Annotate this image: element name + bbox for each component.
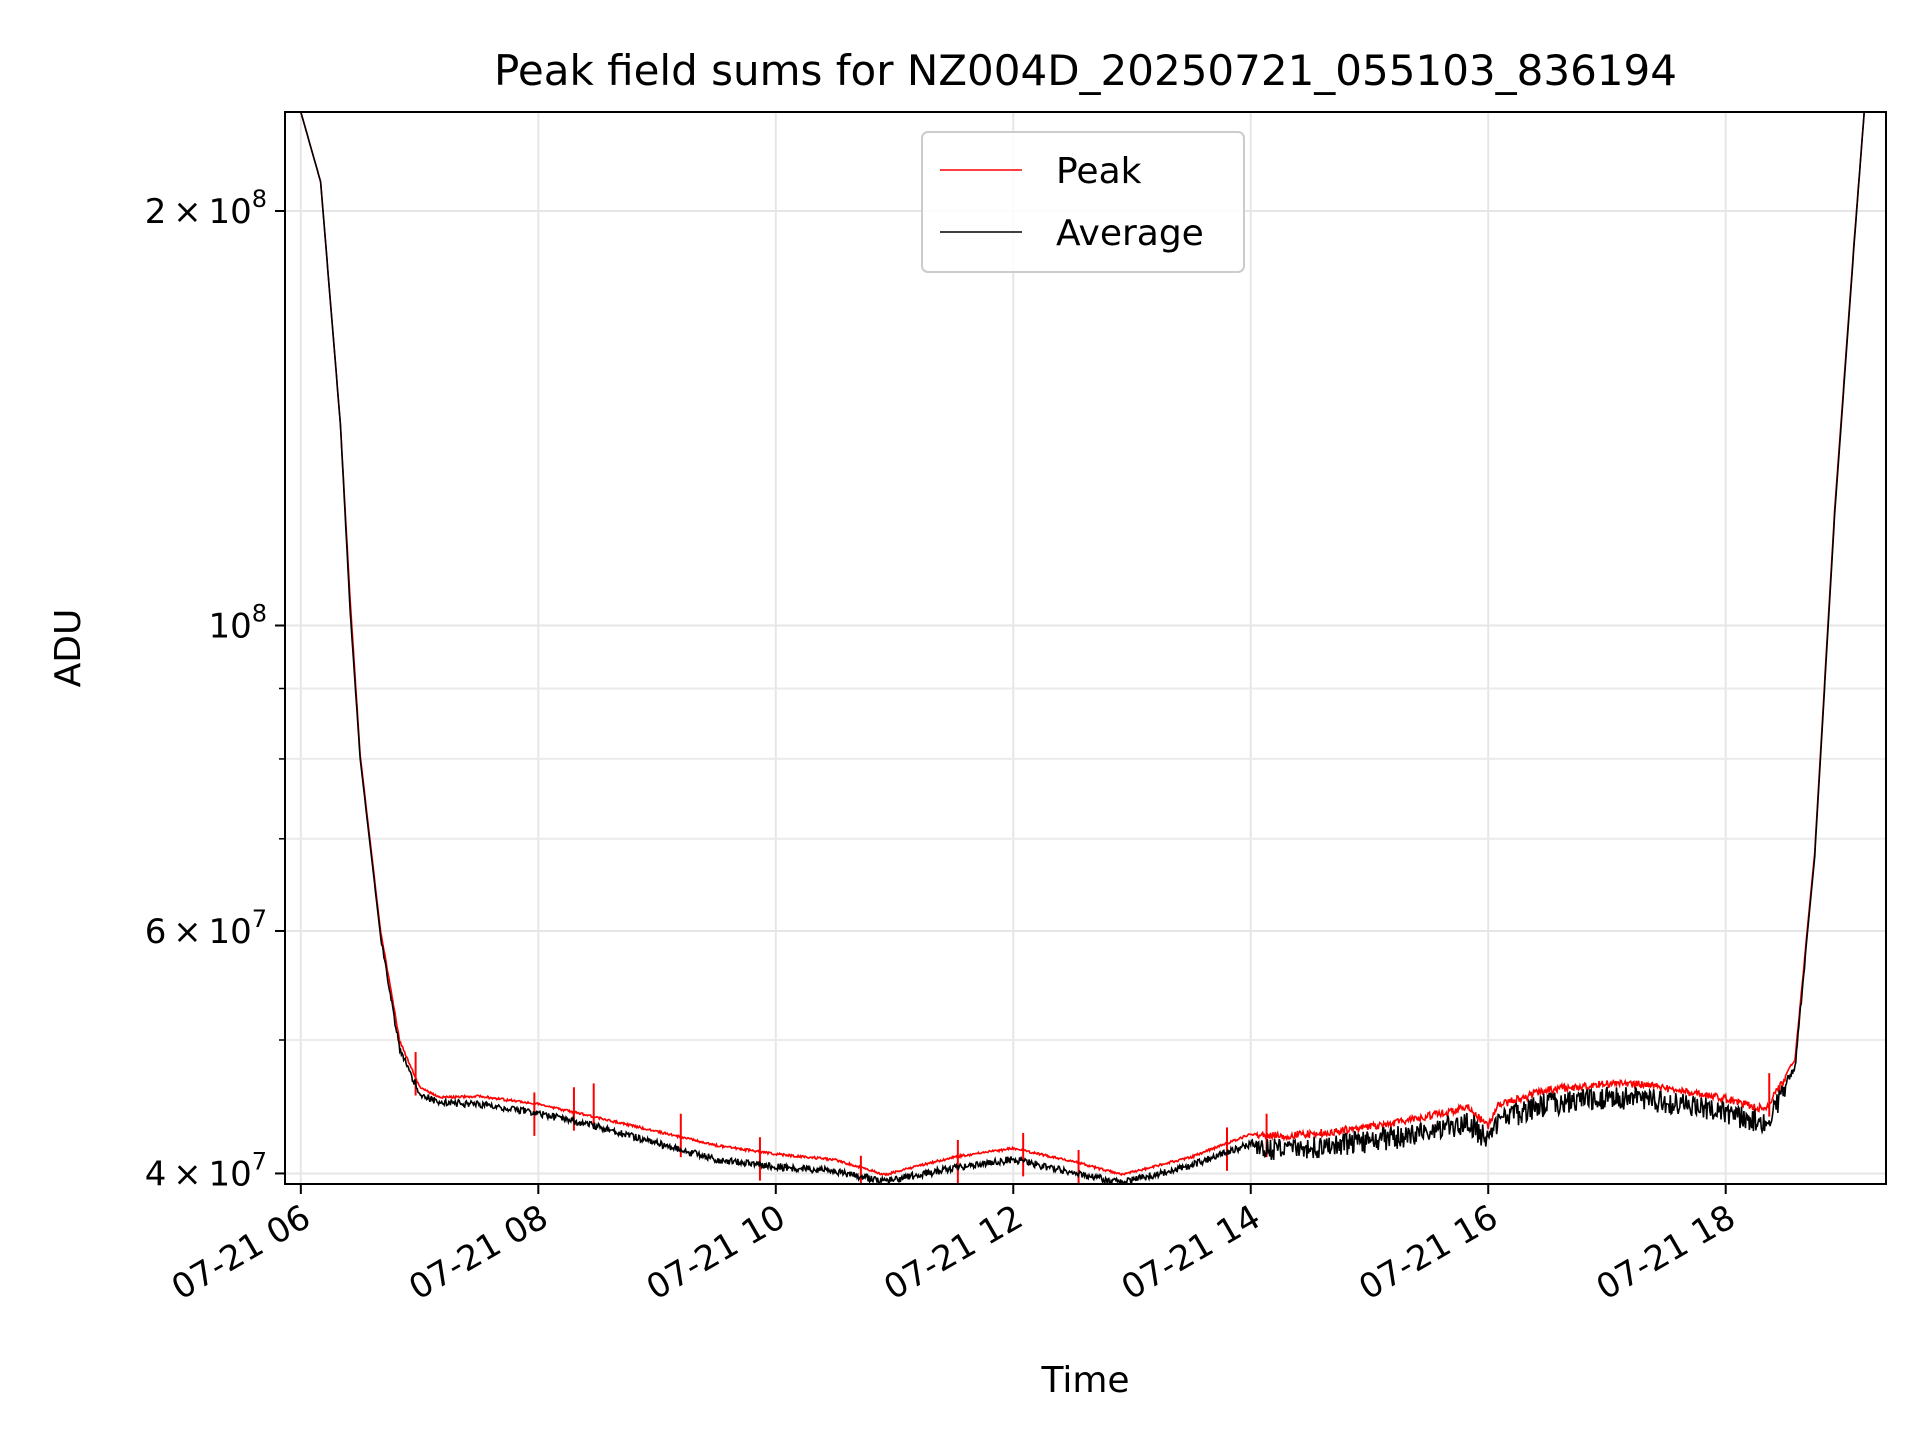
series-line-peak bbox=[285, 112, 1884, 1177]
legend-box bbox=[921, 131, 1245, 273]
y-tick-label: 108 bbox=[208, 599, 267, 646]
series-layer bbox=[285, 112, 1884, 1184]
y-axis-title: ADU bbox=[48, 609, 89, 688]
y-tick-label: 2 × 108 bbox=[145, 185, 267, 232]
y-tick-label: 6 × 107 bbox=[145, 905, 267, 952]
y-tick-label: 4 × 107 bbox=[145, 1147, 267, 1194]
legend: Peak Average bbox=[921, 131, 1245, 273]
series-line-average bbox=[285, 112, 1884, 1184]
chart-title: Peak field sums for NZ004D_20250721_0551… bbox=[494, 46, 1677, 95]
legend-label-peak: Peak bbox=[1056, 151, 1142, 192]
legend-label-average: Average bbox=[1056, 213, 1204, 254]
x-axis-title: Time bbox=[1040, 1360, 1129, 1401]
plot-area bbox=[285, 112, 1884, 1184]
plot-frame bbox=[284, 111, 1887, 1185]
